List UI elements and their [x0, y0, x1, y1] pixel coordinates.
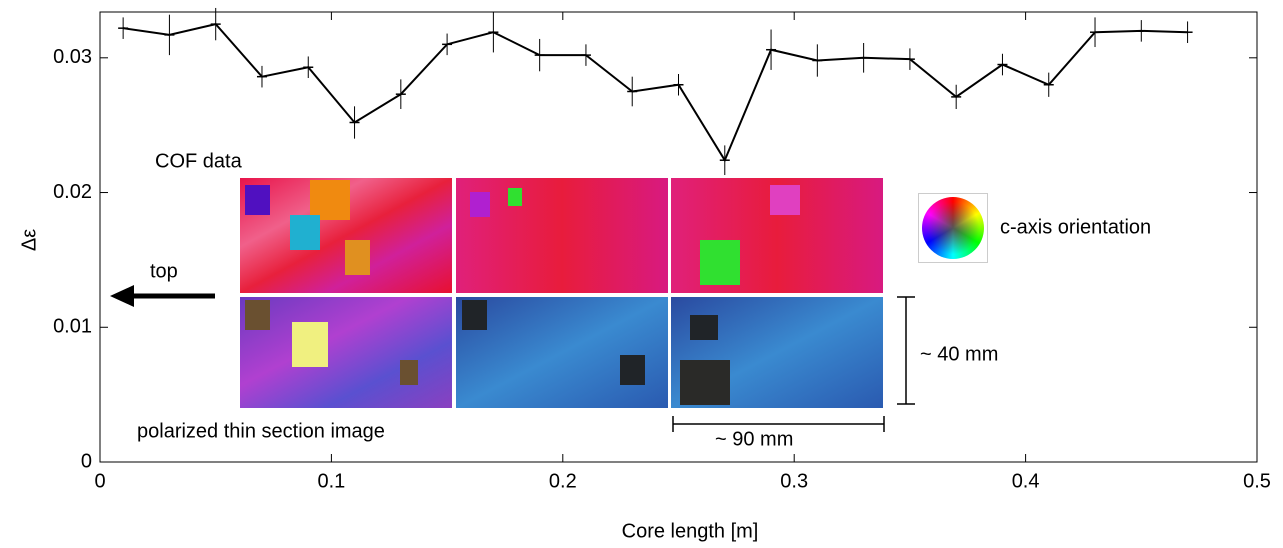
x-tick-label: 0	[94, 470, 105, 492]
scale-bar	[897, 296, 915, 405]
annotation: ~ 40 mm	[920, 343, 998, 365]
y-tick-label: 0.02	[53, 181, 92, 203]
x-tick-label: 0.2	[549, 470, 577, 492]
x-tick-label: 0.3	[780, 470, 808, 492]
arrow-head	[110, 285, 134, 307]
scale-bar	[672, 416, 885, 432]
annotation: c-axis orientation	[1000, 216, 1151, 238]
color-wheel	[918, 193, 988, 263]
y-tick-label: 0.03	[53, 46, 92, 68]
y-tick-label: 0.01	[53, 316, 92, 338]
annotation: ~ 90 mm	[715, 428, 793, 450]
line	[122, 23, 1188, 163]
annotation: polarized thin section image	[137, 420, 385, 442]
annotation: COF data	[155, 150, 243, 172]
x-tick-label: 0.1	[317, 470, 345, 492]
plot-frame	[99, 11, 1258, 463]
x-tick-label: 0.5	[1243, 470, 1271, 492]
x-axis-label: Core length [m]	[622, 520, 759, 542]
annotation: top	[150, 260, 178, 282]
thin-sections	[240, 178, 883, 408]
y-tick-label: 0	[81, 450, 92, 472]
x-tick-label: 0.4	[1012, 470, 1040, 492]
y-axis-label: Δε	[18, 229, 40, 251]
